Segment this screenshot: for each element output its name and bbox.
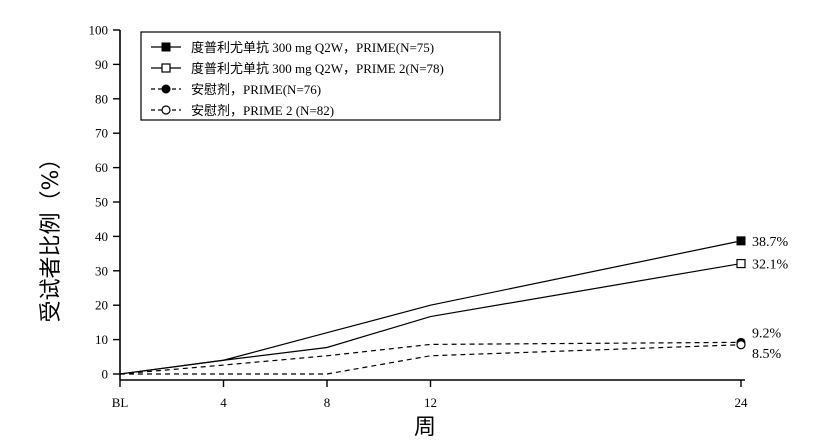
series-markers <box>736 236 746 350</box>
y-tick-label: 10 <box>95 332 108 347</box>
y-axis-title: 受试者比例（%） <box>39 148 64 323</box>
y-tick-label: 100 <box>89 23 109 38</box>
x-tick-label: BL <box>112 395 129 410</box>
legend-label-3: 安慰剂，PRIME(N=76) <box>191 82 321 97</box>
x-tick-label: 8 <box>324 395 331 410</box>
x-ticks: BL 4 8 12 24 <box>112 380 748 410</box>
end-label-2: 32.1% <box>752 258 789 273</box>
y-tick-label: 60 <box>95 160 108 175</box>
series-line-2 <box>119 262 742 375</box>
x-axis-title: 周 <box>414 415 436 440</box>
legend-marker-4 <box>161 105 171 115</box>
end-label-1: 38.7% <box>752 235 789 250</box>
y-tick-label: 70 <box>95 126 108 141</box>
end-labels: 38.7% 32.1% 9.2% 8.5% <box>752 235 789 362</box>
series-1-marker <box>736 236 746 246</box>
series-2-marker <box>736 258 746 269</box>
x-tick-label: 24 <box>735 395 749 410</box>
y-tick-label: 80 <box>95 91 108 106</box>
series-4-marker <box>736 340 746 350</box>
legend-label-2: 度普利尤单抗 300 mg Q2W，PRIME 2(N=78) <box>191 61 444 76</box>
series-line-1 <box>119 240 742 375</box>
y-tick-label: 30 <box>95 263 108 278</box>
x-tick-label: 12 <box>424 395 437 410</box>
series-line-4 <box>120 344 742 375</box>
y-tick-label: 50 <box>95 195 108 210</box>
legend-marker-1 <box>161 42 171 52</box>
end-label-3: 9.2% <box>752 326 782 341</box>
series-line-3 <box>119 341 742 375</box>
y-tick-label: 90 <box>95 57 108 72</box>
y-tick-label: 20 <box>95 298 108 313</box>
x-tick-label: 4 <box>220 395 227 410</box>
y-tick-label: 0 <box>102 367 109 382</box>
legend-box <box>140 31 501 121</box>
end-label-4: 8.5% <box>752 347 782 362</box>
legend-label-4: 安慰剂，PRIME 2 (N=82) <box>191 103 334 118</box>
legend: 度普利尤单抗 300 mg Q2W，PRIME(N=75) 度普利尤单抗 300 … <box>140 31 501 121</box>
legend-label-1: 度普利尤单抗 300 mg Q2W，PRIME(N=75) <box>191 40 434 55</box>
legend-marker-2 <box>161 63 171 73</box>
legend-marker-3 <box>161 84 171 94</box>
y-tick-label: 40 <box>95 229 108 244</box>
series-lines <box>119 240 742 375</box>
y-ticks: 0 10 20 30 40 50 60 70 80 90 100 <box>89 23 120 382</box>
